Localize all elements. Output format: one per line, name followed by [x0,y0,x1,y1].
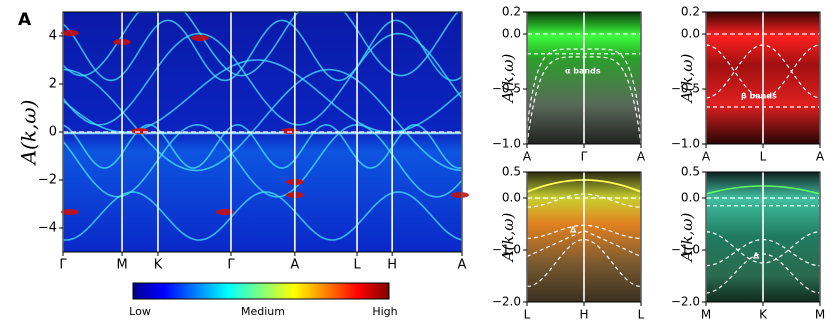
hot-spot [61,209,79,215]
y-tick-label: −0.5 [671,82,700,96]
y-tick-label: −2 [38,173,57,188]
x-tick-label: A [816,150,825,164]
y-tick-label: −1.0 [671,137,700,151]
x-tick-label: L [524,308,531,322]
hot-spot [216,209,234,215]
model-band [526,238,642,287]
x-tick-label: Γ [581,150,588,164]
y-tick-label: 0 [49,125,57,140]
y-tick-label: −4 [38,221,57,236]
y-tick-label: 0.0 [681,27,700,41]
hot-spot [191,35,209,41]
colorbar-label: Medium [241,305,285,318]
y-axis-label: A(k,ω) [678,213,696,264]
x-tick-label: M [116,258,127,273]
band-curve [62,68,463,172]
band-curve [62,19,463,82]
annotation: α bands [565,67,601,76]
band-curve [62,191,463,241]
y-axis-label: A(k,ω) [499,54,517,105]
band-curve [62,11,462,77]
x-tick-label: L [353,258,361,273]
y-tick-label: −0.5 [492,82,521,96]
x-tick-label: A [290,258,299,273]
y-tick-label: 0.5 [502,165,521,179]
plot-frame [526,171,642,303]
y-tick-label: 2 [49,77,57,92]
x-tick-label: L [638,308,645,322]
y-axis-label: A(k,ω) [17,100,41,167]
y-tick-label: 0.2 [681,5,700,19]
hot-spot [61,30,79,36]
x-tick-label: K [759,308,768,322]
x-tick-label: A [637,150,646,164]
colorbar-label: Low [129,305,151,318]
y-axis-label: A(k,ω) [678,54,696,105]
x-tick-label: Γ [59,258,67,273]
x-tick-label: M [701,308,711,322]
x-tick-label: Γ [227,258,235,273]
plot-frame [62,11,463,253]
plot-frame [705,171,821,303]
x-tick-label: A [523,150,532,164]
hot-spot [131,128,149,134]
y-tick-label: −2.0 [492,295,521,309]
band-curve [62,32,463,126]
plot-frame [705,11,821,145]
x-tick-label: H [387,258,397,273]
x-tick-label: H [579,308,588,322]
y-tick-label: −1.0 [492,137,521,151]
y-tick-label: 0.5 [681,165,700,179]
y-tick-label: 4 [49,29,57,44]
hot-spot [281,128,299,134]
hot-spot [451,192,469,198]
colorbar [132,282,390,300]
x-tick-label: K [154,258,163,273]
x-tick-label: A [458,258,467,273]
annotation: Δ [753,252,760,261]
y-tick-label: 0.0 [502,191,521,205]
colorbar-label: High [372,305,397,318]
x-tick-label: L [760,150,767,164]
panel-label: A [18,10,32,30]
y-tick-label: −2.0 [671,295,700,309]
y-axis-label: A(k,ω) [499,213,517,264]
plot-frame [526,11,642,145]
y-tick-label: −1.0 [492,243,521,257]
annotation: β bands [741,92,777,101]
annotation: Δ [570,226,577,235]
y-tick-label: 0.2 [502,5,521,19]
band-curve [62,123,463,169]
x-tick-label: A [702,150,711,164]
y-tick-label: 0.0 [681,191,700,205]
y-tick-label: 0.0 [502,27,521,41]
x-tick-label: M [815,308,825,322]
y-tick-label: −1.0 [671,243,700,257]
